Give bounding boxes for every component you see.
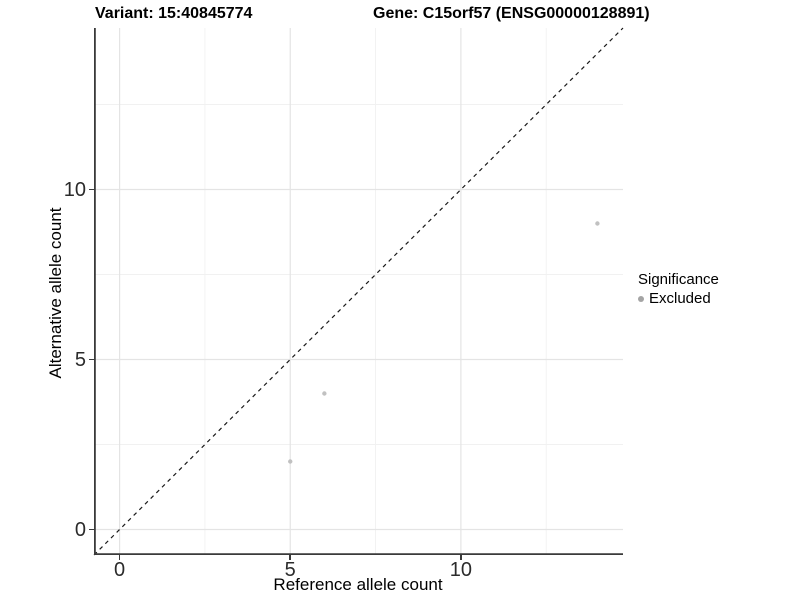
y-tick-label: 0 (74, 518, 86, 541)
x-tick-mark (118, 555, 121, 560)
plot-panel (93, 27, 624, 556)
x-tick-mark (460, 555, 462, 560)
legend-item-label: Excluded (649, 290, 711, 307)
legend-item-excluded: Excluded (638, 289, 719, 308)
data-point (322, 391, 327, 396)
y-tick-label: 10 (63, 178, 86, 201)
y-tick-mark (89, 358, 94, 361)
x-tick-label: 10 (449, 559, 472, 581)
x-tick-label: 0 (114, 559, 126, 581)
variant-title: Variant: 15:40845774 (95, 5, 253, 22)
x-axis-title: Reference allele count (273, 575, 443, 594)
legend: Significance Excluded (638, 270, 719, 308)
identity-line (93, 27, 624, 556)
y-tick-label: 5 (74, 348, 86, 371)
x-tick-mark (289, 555, 291, 560)
data-point (288, 459, 293, 464)
gene-title: Gene: C15orf57 (ENSG00000128891) (373, 5, 650, 22)
y-tick-mark (89, 528, 94, 531)
x-tick-label: 5 (284, 559, 296, 581)
data-point (595, 221, 600, 226)
y-tick-mark (89, 188, 94, 191)
excluded-point-icon (638, 295, 644, 302)
legend-title: Significance (638, 271, 719, 288)
plot-canvas (93, 27, 624, 556)
y-axis-title: Alternative allele count (46, 207, 65, 379)
